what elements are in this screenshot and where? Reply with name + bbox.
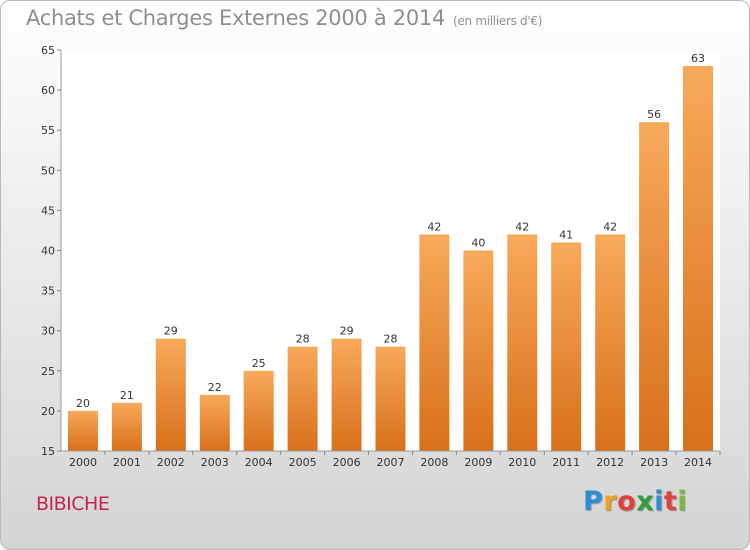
logo-letter: i bbox=[654, 486, 664, 517]
bar-2012 bbox=[595, 234, 626, 451]
bar-2013 bbox=[639, 122, 670, 451]
logo-letter: i bbox=[677, 486, 688, 517]
value-label-2006: 29 bbox=[340, 325, 354, 338]
bar-2009 bbox=[463, 250, 494, 451]
y-tick-60: 60 bbox=[41, 84, 55, 97]
x-tick-2009: 2009 bbox=[464, 456, 492, 469]
x-tick-2001: 2001 bbox=[113, 456, 141, 469]
bar-2008 bbox=[419, 234, 450, 451]
value-label-2009: 40 bbox=[471, 237, 485, 250]
value-label-2014: 63 bbox=[691, 52, 705, 65]
logo-letter: P bbox=[583, 486, 604, 517]
proxiti-logo: Proxiti bbox=[583, 486, 687, 517]
y-tick-50: 50 bbox=[41, 164, 55, 177]
y-tick-45: 45 bbox=[41, 204, 55, 217]
x-tick-2000: 2000 bbox=[69, 456, 97, 469]
x-tick-2012: 2012 bbox=[596, 456, 624, 469]
bar-2004 bbox=[243, 370, 274, 451]
y-tick-15: 15 bbox=[41, 445, 55, 458]
value-label-2013: 56 bbox=[647, 108, 661, 121]
logo-letter: r bbox=[603, 486, 618, 517]
value-label-2003: 22 bbox=[208, 381, 222, 394]
x-tick-2011: 2011 bbox=[552, 456, 580, 469]
value-label-2010: 42 bbox=[515, 221, 529, 234]
chart-title-text: Achats et Charges Externes 2000 à 2014 bbox=[26, 6, 446, 30]
x-tick-2007: 2007 bbox=[377, 456, 405, 469]
x-tick-2003: 2003 bbox=[201, 456, 229, 469]
chart-title: Achats et Charges Externes 2000 à 2014 (e… bbox=[26, 6, 542, 30]
bar-2000 bbox=[68, 410, 98, 451]
chart-unit: (en milliers d'€) bbox=[453, 14, 543, 28]
bar-2006 bbox=[331, 338, 362, 451]
value-label-2001: 21 bbox=[120, 389, 134, 402]
x-tick-2010: 2010 bbox=[508, 456, 536, 469]
value-label-2011: 41 bbox=[559, 229, 573, 242]
bar-2001 bbox=[111, 402, 142, 451]
commune-name: BIBICHE bbox=[36, 493, 110, 515]
y-tick-65: 65 bbox=[41, 44, 55, 57]
value-label-2007: 28 bbox=[384, 333, 398, 346]
value-label-2008: 42 bbox=[427, 221, 441, 234]
y-tick-20: 20 bbox=[41, 405, 55, 418]
x-tick-2014: 2014 bbox=[684, 456, 712, 469]
y-tick-30: 30 bbox=[41, 325, 55, 338]
x-tick-2005: 2005 bbox=[289, 456, 317, 469]
value-label-2002: 29 bbox=[164, 325, 178, 338]
value-label-2005: 28 bbox=[296, 333, 310, 346]
bar-2007 bbox=[375, 346, 406, 451]
x-tick-2006: 2006 bbox=[333, 456, 361, 469]
logo-letter: x bbox=[636, 486, 655, 517]
bar-2011 bbox=[551, 242, 582, 451]
y-tick-35: 35 bbox=[41, 285, 55, 298]
x-tick-2013: 2013 bbox=[640, 456, 668, 469]
x-tick-2002: 2002 bbox=[157, 456, 185, 469]
y-tick-25: 25 bbox=[41, 365, 55, 378]
value-label-2012: 42 bbox=[603, 221, 617, 234]
value-label-2000: 20 bbox=[76, 397, 90, 410]
bar-2003 bbox=[199, 394, 230, 451]
x-tick-2008: 2008 bbox=[420, 456, 448, 469]
y-tick-40: 40 bbox=[41, 245, 55, 258]
bar-2014 bbox=[683, 66, 713, 451]
bar-2005 bbox=[287, 346, 318, 451]
value-label-2004: 25 bbox=[252, 357, 266, 370]
y-tick-55: 55 bbox=[41, 124, 55, 137]
logo-letter: o bbox=[617, 486, 637, 517]
bar-2010 bbox=[507, 234, 538, 451]
logo-letter: t bbox=[663, 486, 678, 517]
bar-2002 bbox=[155, 338, 186, 451]
x-tick-2004: 2004 bbox=[245, 456, 273, 469]
